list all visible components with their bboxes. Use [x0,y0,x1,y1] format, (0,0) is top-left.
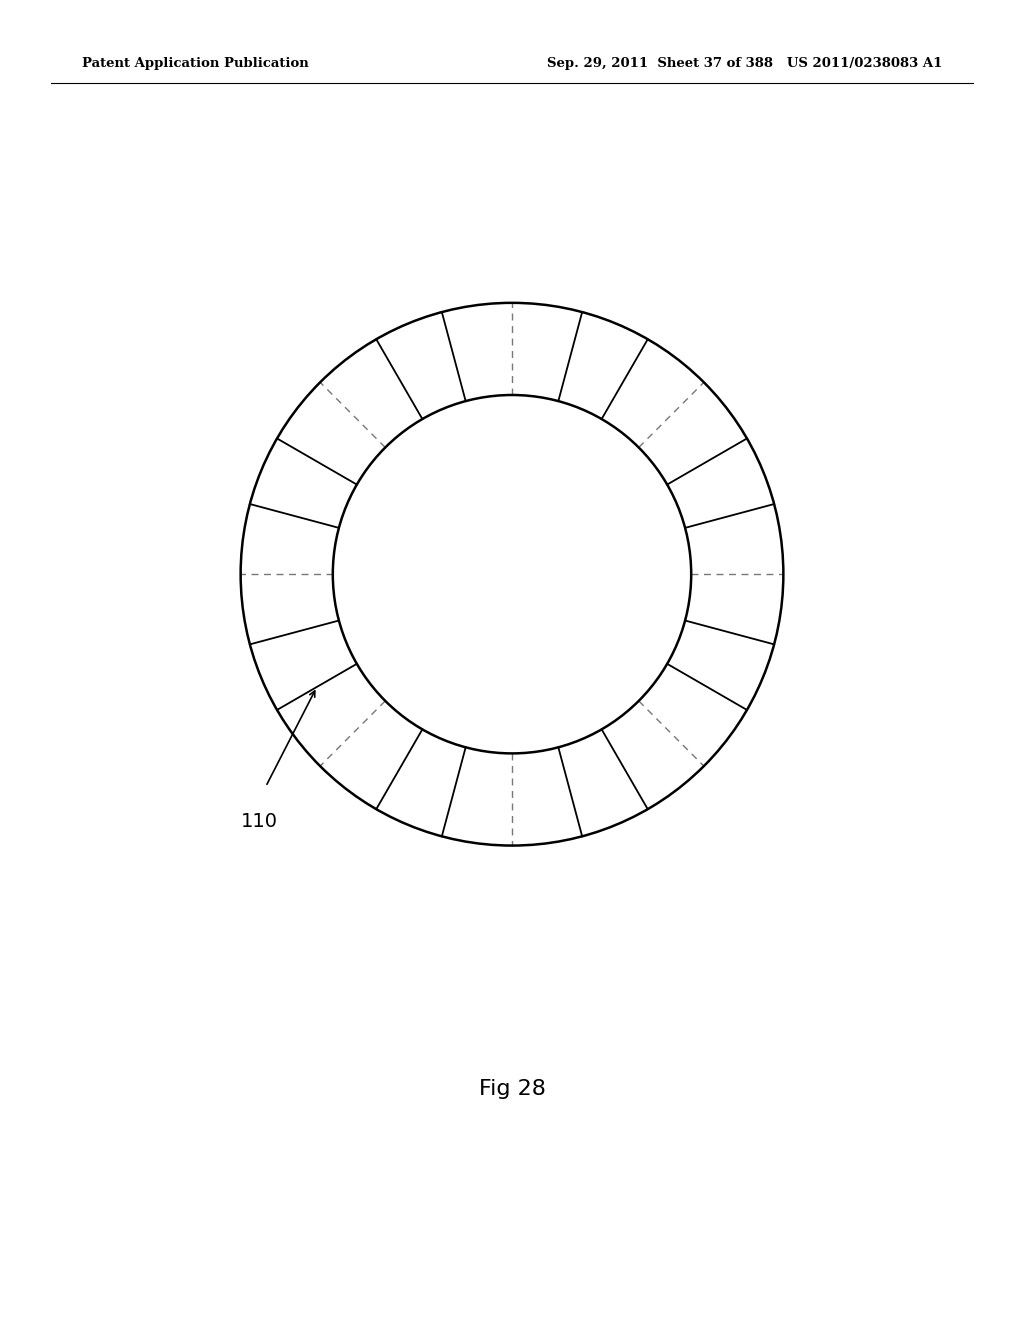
Text: Sep. 29, 2011  Sheet 37 of 388   US 2011/0238083 A1: Sep. 29, 2011 Sheet 37 of 388 US 2011/02… [547,57,942,70]
Text: 110: 110 [241,812,278,830]
Text: Patent Application Publication: Patent Application Publication [82,57,308,70]
Text: Fig 28: Fig 28 [478,1078,546,1100]
